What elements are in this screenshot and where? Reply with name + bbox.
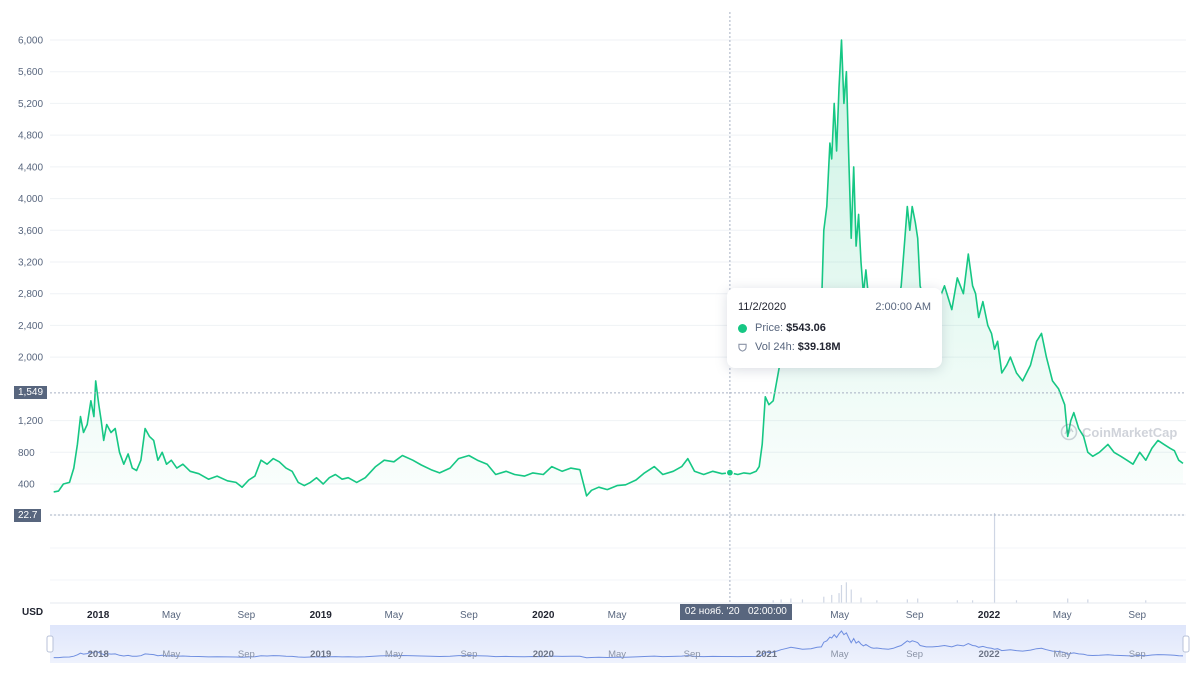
volume-bar [831, 594, 833, 603]
tooltip-price-label: Price: [755, 322, 784, 334]
tooltip-price-value: $543.06 [786, 322, 826, 334]
volume-bar [906, 599, 908, 603]
navigator-tick-label: May [385, 649, 403, 660]
x-tick-label: 2018 [87, 610, 110, 621]
x-tick-label: 2019 [310, 610, 333, 621]
crosshair-x-flag: 02 нояб. '20 02:00:00 [679, 604, 792, 620]
volume-bar [840, 585, 843, 603]
navigator-tick-label: Sep [238, 649, 255, 660]
navigator-tick-label: 2022 [978, 649, 999, 660]
y-tick-label: 1,200 [18, 416, 43, 427]
x-tick-label: Sep [237, 610, 255, 621]
x-tick-label: May [162, 610, 181, 621]
y-tick-label: 800 [18, 448, 35, 459]
y-tick-label: 400 [18, 480, 35, 491]
y-tick-label: 2,000 [18, 353, 43, 364]
navigator-tick-label: 2021 [756, 649, 778, 660]
crosshair-y-flag: 1,549 [14, 386, 48, 400]
price-tooltip: 11/2/2020 2:00:00 AM Price: $543.06 Vol … [727, 288, 942, 368]
navigator-tick-label: Sep [684, 649, 701, 660]
coinmarketcap-logo-icon [1060, 423, 1078, 441]
price-area [53, 40, 1184, 496]
tooltip-date: 11/2/2020 [738, 301, 787, 313]
volume-bar [838, 593, 840, 603]
navigator-handle [46, 635, 54, 653]
x-tick-label: Sep [460, 610, 478, 621]
x-tick-label: May [384, 610, 403, 621]
tooltip-volume-value: $39.18M [797, 341, 841, 353]
volume-bar [1067, 598, 1069, 603]
volume-bar [790, 598, 792, 603]
y-tick-label: 5,200 [18, 99, 43, 110]
tooltip-volume-label: Vol 24h: [755, 341, 795, 353]
navigator-tick-label: May [1053, 649, 1071, 660]
volume-shield-icon [738, 343, 747, 352]
volume-bar [971, 600, 974, 603]
y-tick-label: 2,800 [18, 289, 43, 300]
navigator-tick-label: 2019 [310, 649, 331, 660]
volume-bar [845, 582, 847, 603]
y-tick-label: 2,400 [18, 321, 43, 332]
navigator-tick-label: 2018 [88, 649, 109, 660]
navigator-tick-label: May [162, 649, 180, 660]
x-tick-label: May [608, 610, 627, 621]
volume-bar [1145, 600, 1147, 603]
volume-bar [993, 513, 996, 603]
navigator-tick-label: 2020 [533, 649, 554, 660]
x-tick-label: May [830, 610, 849, 621]
y-tick-label: 5,600 [18, 67, 43, 78]
price-series-dot-icon [738, 323, 747, 333]
watermark-text: CoinMarketCap [1082, 424, 1178, 440]
navigator-tick-label: Sep [1129, 649, 1146, 660]
navigator-tick-label: Sep [906, 649, 923, 660]
highlight-point [725, 468, 734, 477]
navigator-tick-label: May [831, 649, 849, 660]
navigator-tick-label: Sep [460, 649, 477, 660]
navigator-tick-label: May [608, 649, 626, 660]
x-tick-label: 2020 [532, 610, 555, 621]
y-tick-label: 6,000 [18, 36, 43, 47]
y-tick-label: 4,400 [18, 162, 43, 173]
tooltip-time: 2:00:00 AM [875, 301, 931, 313]
volume-bar [956, 600, 958, 603]
y-tick-label: 4,000 [18, 194, 43, 205]
x-tick-label: 2022 [978, 610, 1001, 621]
volume-bar [1015, 600, 1018, 603]
currency-label: USD [22, 607, 44, 618]
volume-bar [801, 599, 804, 603]
volume-bar [780, 599, 782, 603]
watermark: CoinMarketCap [1060, 423, 1177, 441]
volume-bar [876, 600, 878, 603]
x-tick-label: Sep [1128, 610, 1146, 621]
volume-bar [850, 589, 852, 603]
navigator-handle [1182, 635, 1190, 653]
navigator-line [53, 630, 1184, 659]
min-price-flag: 22.7 [14, 508, 42, 522]
x-tick-label: May [1053, 610, 1072, 621]
y-tick-label: 4,800 [18, 131, 43, 142]
y-tick-label: 3,600 [18, 226, 43, 237]
x-tick-label: Sep [906, 610, 924, 621]
volume-bar [860, 597, 862, 603]
volume-bar [772, 600, 774, 603]
volume-bar [1087, 599, 1089, 603]
volume-bar [823, 596, 825, 603]
y-tick-label: 3,200 [18, 258, 43, 269]
price-series-line [53, 39, 1184, 497]
volume-bar [917, 598, 919, 603]
